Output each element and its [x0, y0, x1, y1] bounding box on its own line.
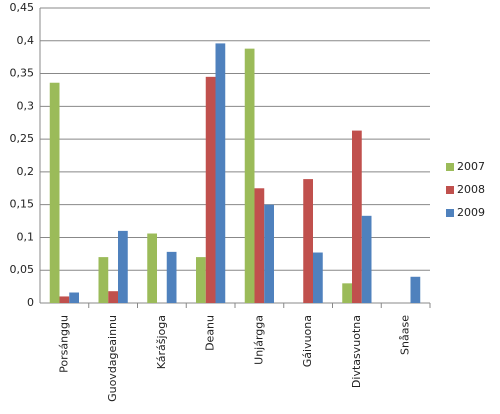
bar [410, 276, 421, 303]
x-tick-label: Porsánggu [57, 315, 70, 373]
y-tick-label: 0,45 [10, 1, 35, 14]
x-tick-label: Deanu [204, 315, 217, 351]
bar [254, 188, 265, 303]
bar [352, 130, 362, 303]
bar [69, 292, 79, 303]
x-tick-label: Kárášjoga [155, 315, 168, 369]
y-tick-label: 0,35 [10, 67, 35, 80]
legend-swatch [446, 163, 454, 171]
bar [166, 251, 177, 303]
x-tick-label: Snåase [399, 315, 412, 355]
y-tick-label: 0,3 [17, 99, 35, 112]
y-tick-label: 0,15 [10, 198, 35, 211]
x-tick-label: Guovdageainnu [106, 315, 119, 402]
bar [244, 48, 255, 304]
bar [303, 179, 313, 303]
bar [196, 257, 206, 303]
legend-swatch [446, 186, 454, 194]
bar [59, 296, 70, 303]
bar [264, 204, 274, 303]
y-tick-label: 0,4 [17, 34, 35, 47]
y-tick-label: 0,1 [17, 230, 35, 243]
legend-label: 2008 [457, 183, 485, 196]
bar [361, 215, 372, 303]
x-tick-label: Divtasvuotna [350, 315, 363, 388]
bar [98, 257, 109, 303]
bar [342, 283, 352, 303]
x-tick-label: Gáivuona [301, 315, 314, 367]
legend-swatch [446, 209, 454, 217]
legend-label: 2009 [457, 206, 485, 219]
y-tick-label: 0,25 [10, 132, 35, 145]
bar [313, 252, 323, 303]
y-tick-label: 0,05 [10, 263, 35, 276]
bar [49, 82, 60, 303]
bar [215, 43, 226, 304]
bar [147, 233, 157, 303]
bar [118, 230, 128, 303]
x-tick-label: Unjárgga [252, 315, 265, 365]
y-tick-label: 0 [27, 296, 34, 309]
bar [108, 291, 118, 303]
legend-label: 2007 [457, 160, 485, 173]
y-tick-label: 0,2 [17, 165, 35, 178]
bar [205, 76, 216, 303]
